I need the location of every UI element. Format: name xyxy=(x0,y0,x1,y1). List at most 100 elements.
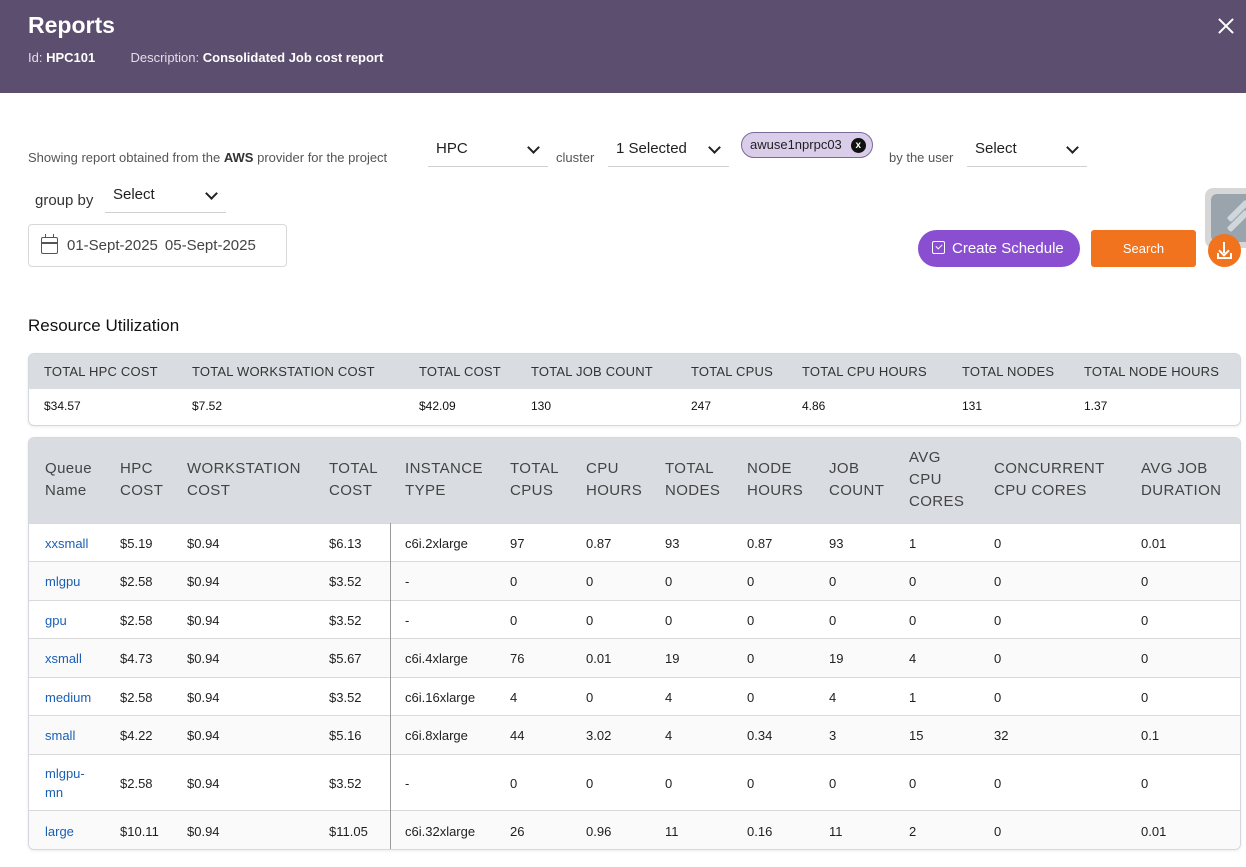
table-cell: $0.94 xyxy=(187,728,220,743)
table-row: mlgpu- mn $2.58 $0.94 $3.52 - 0 0 0 0 0 0 0 0 xyxy=(29,754,1240,810)
table-cell: 0 xyxy=(586,574,594,589)
user-label: by the user xyxy=(889,150,954,165)
cluster-label: cluster xyxy=(556,150,595,165)
queue-name-link[interactable]: xxsmall xyxy=(45,535,89,551)
project-select[interactable]: HPC xyxy=(428,131,548,167)
column-divider xyxy=(390,523,391,849)
table-cell: $2.58 xyxy=(120,775,153,791)
table-row: mlgpu $2.58 $0.94 $3.52 - 0 0 0 0 0 0 0 0 xyxy=(29,561,1240,600)
summary-value: 131 xyxy=(962,399,983,413)
table-cell: 2 xyxy=(909,824,917,839)
chip-remove-icon[interactable]: x xyxy=(850,138,866,153)
table-cell: 0 xyxy=(1141,612,1149,628)
column-header: NODE HOURS xyxy=(747,458,803,502)
table-cell: 0 xyxy=(747,612,755,628)
table-cell: 97 xyxy=(510,535,525,551)
table-cell: 0 xyxy=(909,612,917,628)
column-header-line: CONCURRENT xyxy=(994,460,1105,477)
column-header-line: INSTANCE xyxy=(405,460,483,477)
queue-name-link[interactable]: mlgpu xyxy=(45,574,81,589)
table-cell: - xyxy=(405,612,410,628)
table-cell: 0.34 xyxy=(747,728,773,743)
create-schedule-button[interactable]: Create Schedule xyxy=(918,230,1080,267)
table-cell: 0 xyxy=(747,651,755,666)
table-cell: $0.94 xyxy=(187,651,220,666)
column-header: Queue Name xyxy=(45,458,92,502)
table-cell: $0.94 xyxy=(187,775,220,791)
table-cell: 0 xyxy=(829,574,837,589)
table-cell: 0 xyxy=(510,775,518,791)
column-header-line: COUNT xyxy=(829,482,885,499)
column-header-line: NODES xyxy=(665,482,721,499)
column-header-line: TOTAL xyxy=(665,460,714,477)
filter-prefix-text: Showing report obtained from the xyxy=(28,150,221,165)
summary-header: TOTAL NODE HOURS xyxy=(1084,364,1220,379)
close-icon[interactable] xyxy=(1214,14,1238,38)
chevron-down-icon xyxy=(708,141,721,154)
queue-name-link[interactable]: mlgpu- mn xyxy=(45,766,85,800)
table-cell: 0 xyxy=(909,775,917,791)
user-select-value: Select xyxy=(975,140,1017,157)
table-row: medium $2.58 $0.94 $3.52 c6i.16xlarge 4 0 4 0 4 1 0… xyxy=(29,677,1240,715)
summary-value: $42.09 xyxy=(419,399,456,413)
summary-header: TOTAL NODES xyxy=(962,364,1055,379)
table-cell: 0 xyxy=(586,689,594,705)
table-cell: 26 xyxy=(510,824,525,839)
group-by-select-value: Select xyxy=(113,186,155,203)
table-cell: 1 xyxy=(909,689,917,705)
table-cell: $4.73 xyxy=(120,651,153,666)
table-cell: 4 xyxy=(510,689,518,705)
table-cell: 0.01 xyxy=(1141,824,1167,839)
queue-name-link[interactable]: gpu xyxy=(45,612,67,628)
column-header-line: CPU CORES xyxy=(994,482,1087,499)
create-schedule-label: Create Schedule xyxy=(952,240,1064,257)
table-cell: $2.58 xyxy=(120,689,153,705)
column-header-line: NODE xyxy=(747,460,792,477)
column-header: HPC COST xyxy=(120,458,163,502)
column-header: TOTAL CPUS xyxy=(510,458,559,502)
queue-name-link[interactable]: xsmall xyxy=(45,651,82,666)
column-header-line: Queue xyxy=(45,460,93,477)
summary-value: 130 xyxy=(531,399,552,413)
date-start: 01-Sept-2025 xyxy=(67,237,158,254)
table-cell: 0.96 xyxy=(586,824,612,839)
table-cell: $0.94 xyxy=(187,574,220,589)
date-range-picker[interactable]: 01-Sept-2025 05-Sept-2025 xyxy=(28,224,287,267)
column-header-line: COST xyxy=(329,482,373,499)
table-cell: 0 xyxy=(994,651,1002,666)
summary-value: 4.86 xyxy=(802,399,826,413)
table-cell: 0 xyxy=(665,775,673,791)
group-by-select[interactable]: Select xyxy=(105,177,226,213)
table-cell: 3.02 xyxy=(586,728,612,743)
table-cell: 0 xyxy=(994,535,1002,551)
table-cell: 0.87 xyxy=(586,535,612,551)
column-header-line: JOB xyxy=(829,460,860,477)
column-header: AVG CPU CORES xyxy=(909,447,964,513)
queue-name-link[interactable]: medium xyxy=(45,689,92,705)
table-cell: 19 xyxy=(665,651,680,666)
queue-table: Queue Name HPC COST WORKSTATION COST TOTAL COST… xyxy=(28,437,1241,850)
table-cell: 4 xyxy=(665,689,673,705)
download-icon[interactable] xyxy=(1208,234,1241,267)
filter-prefix: Showing report obtained from the AWS pro… xyxy=(28,150,387,165)
id-value: HPC101 xyxy=(46,50,96,65)
cluster-chip: awuse1nprpc03 x xyxy=(741,132,873,158)
queue-name-link[interactable]: large xyxy=(45,824,74,839)
cluster-select[interactable]: 1 Selected xyxy=(608,131,729,167)
table-cell: $0.94 xyxy=(187,535,220,551)
summary-table: TOTAL HPC COST TOTAL WORKSTATION COST TO… xyxy=(28,353,1241,426)
table-cell: 0 xyxy=(747,775,755,791)
table-cell: 44 xyxy=(510,728,525,743)
column-header: INSTANCE TYPE xyxy=(405,458,483,502)
search-button[interactable]: Search xyxy=(1091,230,1196,267)
table-cell: 0 xyxy=(1141,651,1149,666)
project-select-value: HPC xyxy=(436,140,468,157)
queue-name-link[interactable]: small xyxy=(45,728,76,743)
table-cell: $6.13 xyxy=(329,535,362,551)
table-cell: $5.16 xyxy=(329,728,362,743)
table-cell: 76 xyxy=(510,651,525,666)
table-cell: 15 xyxy=(909,728,924,743)
summary-value: 247 xyxy=(691,399,712,413)
table-cell: $3.52 xyxy=(329,574,362,589)
user-select[interactable]: Select xyxy=(967,131,1087,167)
